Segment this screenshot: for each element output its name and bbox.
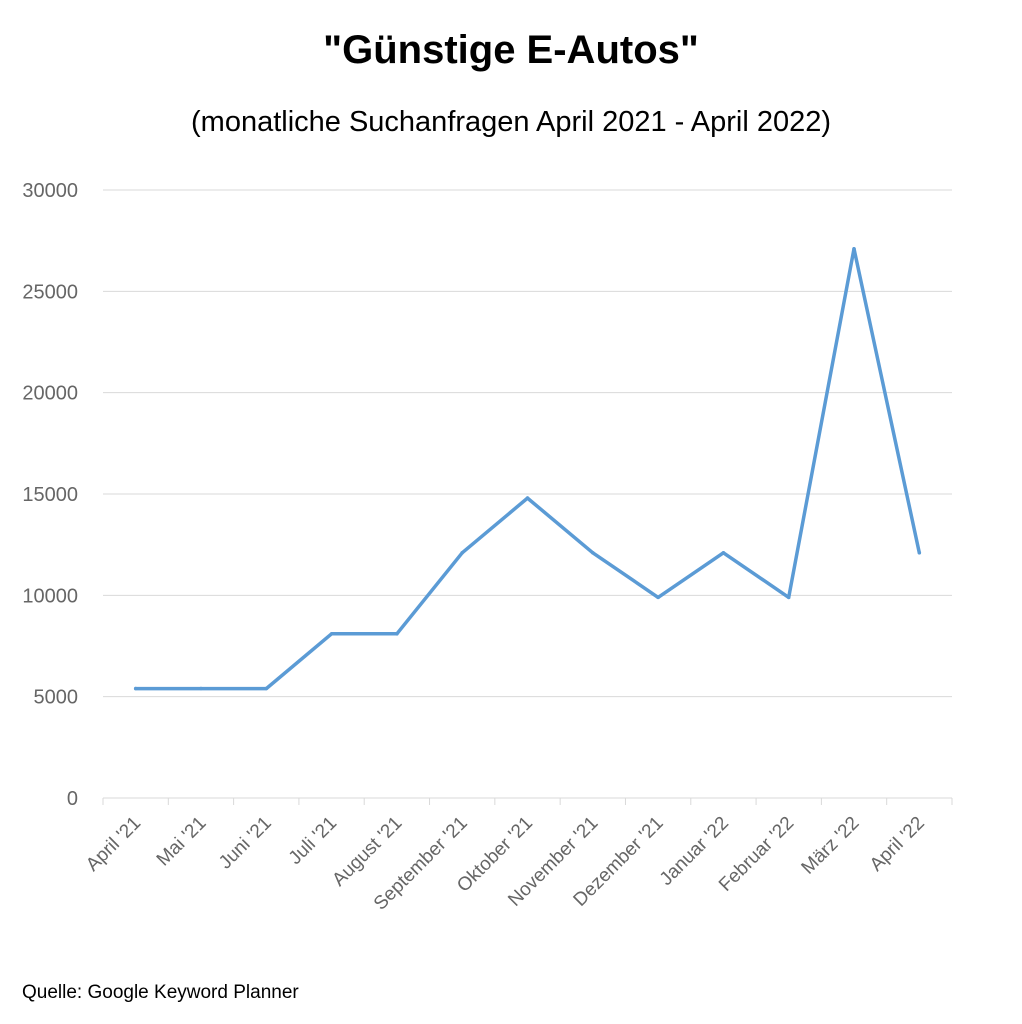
data-point [199, 686, 203, 691]
x-tick-label: Juni '21 [215, 813, 276, 874]
data-point [656, 595, 660, 600]
data-point [525, 496, 530, 500]
data-point [264, 686, 269, 691]
data-point [329, 632, 334, 636]
data-point [852, 247, 856, 251]
data-point [721, 551, 726, 555]
y-tick-label: 10000 [22, 585, 78, 607]
y-tick-label: 25000 [22, 281, 78, 303]
series-line [133, 247, 922, 691]
y-tick-label: 5000 [34, 687, 79, 709]
data-point [395, 632, 399, 636]
x-tick-label: März '22 [798, 813, 864, 879]
data-point [460, 551, 464, 555]
x-tick-label: April '22 [866, 813, 929, 876]
data-point [786, 595, 791, 600]
x-axis [102, 797, 953, 805]
series-layer [133, 247, 922, 691]
data-point [133, 686, 138, 691]
gridlines [103, 189, 952, 698]
y-tick-label: 30000 [22, 180, 78, 202]
y-tick-label: 0 [67, 788, 78, 810]
y-tick-label: 15000 [22, 484, 78, 506]
data-point [591, 551, 595, 555]
x-tick-label: Juli '21 [285, 813, 341, 869]
x-tick-label: April '21 [82, 813, 145, 876]
data-point [917, 551, 922, 555]
y-tick-label: 20000 [22, 383, 78, 405]
chart-title: "Günstige E-Autos" [323, 28, 699, 72]
chart-subtitle: (monatliche Suchanfragen April 2021 - Ap… [191, 106, 831, 138]
x-tick-label: Mai '21 [153, 813, 211, 871]
y-axis-ticks: 0 5000 10000 15000 20000 25000 30000 [22, 180, 78, 810]
source-note: Quelle: Google Keyword Planner [22, 982, 299, 1003]
